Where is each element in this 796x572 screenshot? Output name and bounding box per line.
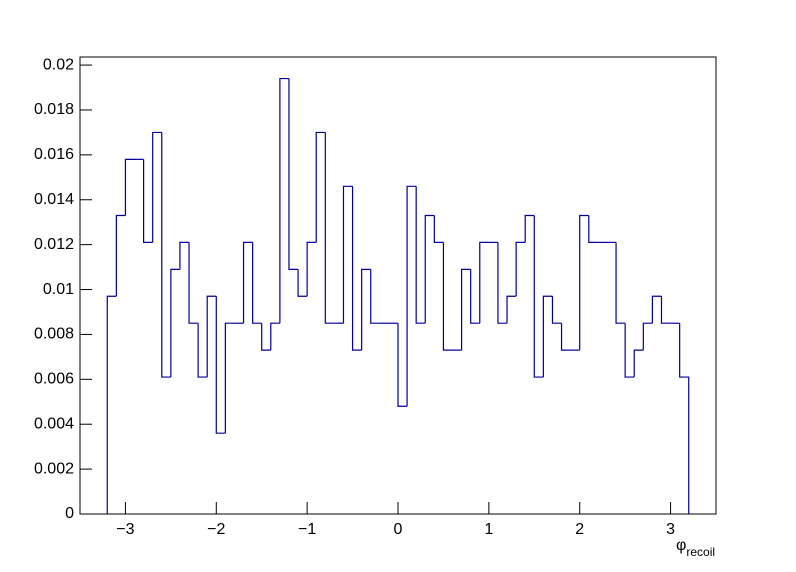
histogram-bin	[306, 241, 317, 297]
histogram-bin	[288, 78, 299, 270]
frame	[79, 56, 717, 515]
histogram-bin	[324, 132, 335, 324]
histogram-bin	[633, 349, 644, 378]
x-tick-label: 3	[666, 521, 675, 538]
histogram-bin	[560, 323, 571, 351]
histogram-bin	[215, 296, 226, 434]
y-tick-label: 0.008	[34, 326, 74, 343]
x-tick-label: 1	[484, 521, 493, 538]
histogram-bin	[342, 185, 353, 324]
histogram-bin	[188, 242, 199, 324]
y-tick-label: 0.002	[34, 460, 74, 477]
histogram-bin	[433, 215, 444, 244]
x-axis-label: φrecoil	[676, 537, 715, 559]
histogram-bin	[679, 323, 690, 514]
histogram-bin	[524, 214, 535, 243]
histogram-bin	[551, 296, 562, 324]
histogram-bin	[224, 322, 235, 434]
histogram-bin	[624, 323, 635, 378]
histogram-bin	[124, 158, 135, 216]
histogram-bin	[143, 159, 153, 244]
histogram-bin	[533, 215, 544, 378]
y-tick-label: 0.004	[34, 415, 74, 432]
histogram-bin	[497, 242, 508, 324]
histogram-bin	[542, 295, 553, 378]
x-tick-label: 2	[575, 521, 584, 538]
histogram-bin	[660, 296, 671, 324]
histogram-bin	[161, 132, 171, 378]
x-tick-label: 0	[394, 521, 403, 538]
histogram-bin	[588, 215, 598, 244]
y-tick-label: 0.016	[34, 146, 74, 163]
histogram-bin	[297, 269, 308, 297]
histogram-bin	[361, 268, 371, 351]
histogram-bin	[642, 322, 653, 351]
histogram-bin	[315, 131, 326, 243]
histogram-bin	[115, 214, 126, 297]
y-tick-label: 0.01	[43, 281, 74, 298]
histogram-bin	[370, 269, 380, 324]
histogram-bin	[506, 295, 517, 324]
histogram-bin	[179, 241, 190, 270]
x-label-main: φ	[676, 537, 686, 554]
histogram-bin	[615, 242, 626, 324]
y-tick-label: 0.006	[34, 371, 74, 388]
histogram-bin	[206, 295, 217, 378]
histogram-bin	[261, 323, 271, 351]
histogram-bin	[406, 185, 417, 407]
histogram-bin	[415, 186, 426, 324]
histogram-bin	[479, 241, 489, 324]
histogram-bin	[270, 322, 280, 351]
histogram-bin	[442, 242, 453, 351]
histogram-bin	[252, 242, 262, 324]
x-label-sub: recoil	[686, 545, 715, 559]
histogram-bin	[351, 186, 362, 351]
y-tick-label: 0.02	[43, 56, 74, 73]
y-tick-label: 0	[65, 505, 74, 522]
x-tick-label: −2	[207, 521, 225, 538]
histogram-bin	[106, 295, 117, 514]
y-tick-label: 0.018	[34, 101, 74, 118]
y-tick-label: 0.012	[34, 236, 74, 253]
histogram-bin	[197, 323, 208, 378]
histogram-bin	[170, 268, 180, 378]
x-tick-label: −1	[298, 521, 316, 538]
histogram-bin	[152, 131, 162, 243]
histogram-bin	[461, 268, 471, 351]
histogram-bin	[242, 241, 253, 324]
y-tick-label: 0.014	[34, 191, 74, 208]
histogram-bin	[397, 323, 408, 407]
histogram-bin	[515, 241, 526, 297]
histogram-bin	[424, 214, 435, 324]
histogram-bin	[279, 77, 289, 324]
histogram-bin	[579, 214, 589, 351]
histogram-bin	[470, 269, 480, 324]
x-tick-label: −3	[116, 521, 134, 538]
histogram-bin	[651, 295, 662, 324]
